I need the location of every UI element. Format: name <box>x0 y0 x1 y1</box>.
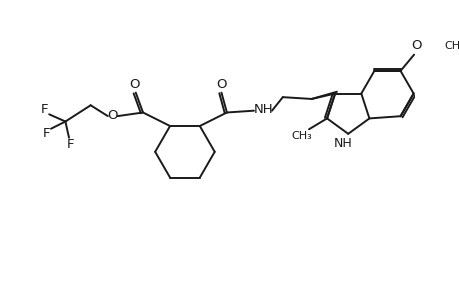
Text: O: O <box>411 39 421 52</box>
Text: F: F <box>67 139 74 152</box>
Text: NH: NH <box>333 137 352 150</box>
Text: F: F <box>41 103 48 116</box>
Text: O: O <box>107 109 118 122</box>
Text: O: O <box>129 78 140 91</box>
Text: NH: NH <box>253 103 273 116</box>
Text: F: F <box>43 127 50 140</box>
Text: CH₃: CH₃ <box>291 130 312 141</box>
Text: CH₃: CH₃ <box>444 40 459 51</box>
Text: O: O <box>216 78 226 91</box>
